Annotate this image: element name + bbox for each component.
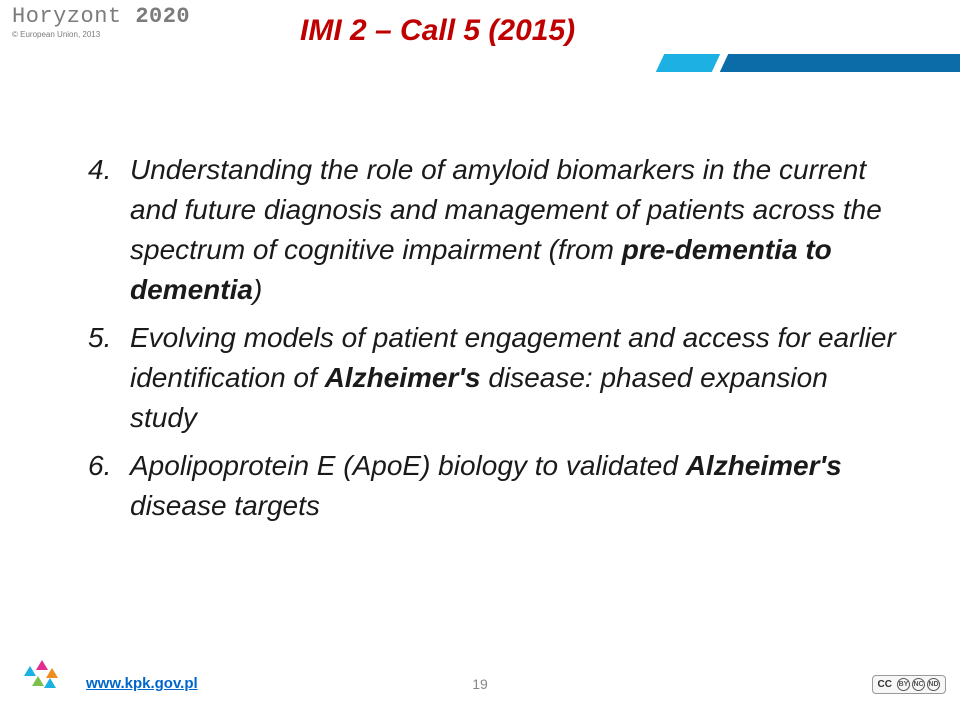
program-logo: Horyzont 2020 — [12, 4, 190, 29]
header-ribbon — [660, 54, 960, 72]
list-content: 4. Understanding the role of amyloid bio… — [88, 150, 900, 534]
ribbon-segment-light — [656, 54, 720, 72]
item-text-pre: Apolipoprotein E (ApoE) biology to valid… — [130, 450, 686, 481]
ribbon-segment-dark — [760, 54, 960, 72]
item-text-post: ) — [253, 274, 262, 305]
footer: www.kpk.gov.pl 19 CC BY NC ND — [0, 660, 960, 706]
footer-logo-icon — [12, 654, 72, 692]
item-text: Apolipoprotein E (ApoE) biology to valid… — [130, 446, 900, 526]
logo-copyright: © European Union, 2013 — [12, 30, 100, 39]
page-number: 19 — [472, 676, 488, 692]
ribbon-segment-dark-skew — [720, 54, 768, 72]
item-text-bold: Alzheimer's — [686, 450, 842, 481]
cc-nd-icon: ND — [927, 678, 940, 691]
list-item: 4. Understanding the role of amyloid bio… — [88, 150, 900, 310]
item-number: 6. — [88, 446, 130, 486]
cc-nc-icon: NC — [912, 678, 925, 691]
slide-title: IMI 2 – Call 5 (2015) — [300, 14, 575, 48]
item-text-post: disease targets — [130, 490, 320, 521]
list-item: 5. Evolving models of patient engagement… — [88, 318, 900, 438]
logo-word-2: 2020 — [135, 4, 190, 29]
item-text: Evolving models of patient engagement an… — [130, 318, 900, 438]
cc-label: CC — [878, 679, 892, 690]
logo-word-1: Horyzont — [12, 4, 122, 29]
list-item: 6. Apolipoprotein E (ApoE) biology to va… — [88, 446, 900, 526]
item-number: 5. — [88, 318, 130, 358]
item-number: 4. — [88, 150, 130, 190]
cc-license-badge: CC BY NC ND — [872, 675, 946, 694]
item-text-bold: Alzheimer's — [325, 362, 481, 393]
item-text: Understanding the role of amyloid biomar… — [130, 150, 900, 310]
slide: Horyzont 2020 © European Union, 2013 IMI… — [0, 0, 960, 716]
header-band: Horyzont 2020 © European Union, 2013 IMI… — [0, 0, 960, 70]
cc-by-icon: BY — [897, 678, 910, 691]
footer-link[interactable]: www.kpk.gov.pl — [86, 675, 198, 692]
